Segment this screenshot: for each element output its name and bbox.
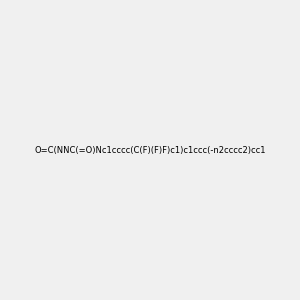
Text: O=C(NNC(=O)Nc1cccc(C(F)(F)F)c1)c1ccc(-n2cccc2)cc1: O=C(NNC(=O)Nc1cccc(C(F)(F)F)c1)c1ccc(-n2…	[34, 146, 266, 154]
